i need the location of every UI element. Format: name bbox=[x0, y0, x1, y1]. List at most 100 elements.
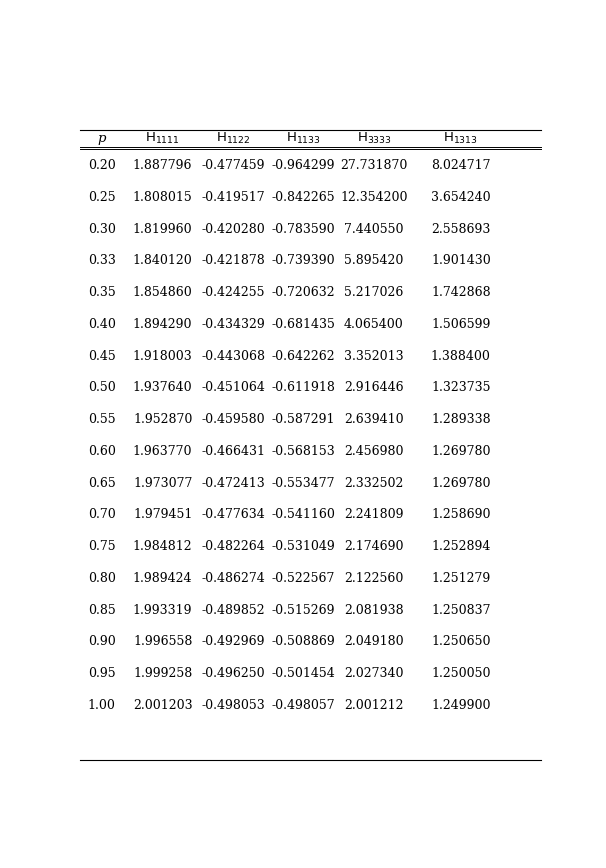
Text: -0.964299: -0.964299 bbox=[271, 159, 335, 172]
Text: -0.477459: -0.477459 bbox=[201, 159, 265, 172]
Text: -0.466431: -0.466431 bbox=[201, 445, 265, 458]
Text: 1.250837: 1.250837 bbox=[431, 603, 491, 616]
Text: -0.419517: -0.419517 bbox=[201, 191, 265, 204]
Text: 1.894290: 1.894290 bbox=[133, 318, 192, 331]
Text: 1.973077: 1.973077 bbox=[133, 477, 192, 490]
Text: 1.742868: 1.742868 bbox=[431, 286, 491, 299]
Text: 1.250650: 1.250650 bbox=[431, 635, 491, 648]
Text: 12.354200: 12.354200 bbox=[340, 191, 408, 204]
Text: -0.496250: -0.496250 bbox=[201, 667, 265, 681]
Text: -0.720632: -0.720632 bbox=[271, 286, 335, 299]
Text: 1.937640: 1.937640 bbox=[133, 381, 193, 394]
Text: 2.081938: 2.081938 bbox=[344, 603, 404, 616]
Text: 1.249900: 1.249900 bbox=[431, 699, 491, 712]
Text: 1.993319: 1.993319 bbox=[133, 603, 192, 616]
Text: 2.241809: 2.241809 bbox=[344, 509, 404, 522]
Text: $\mathrm{H}_{1122}$: $\mathrm{H}_{1122}$ bbox=[216, 131, 250, 147]
Text: 1.819960: 1.819960 bbox=[133, 223, 193, 235]
Text: 0.60: 0.60 bbox=[88, 445, 116, 458]
Text: -0.553477: -0.553477 bbox=[271, 477, 335, 490]
Text: 1.952870: 1.952870 bbox=[133, 413, 192, 426]
Text: -0.508869: -0.508869 bbox=[271, 635, 335, 648]
Text: 0.35: 0.35 bbox=[88, 286, 116, 299]
Text: 7.440550: 7.440550 bbox=[344, 223, 404, 235]
Text: 1.252894: 1.252894 bbox=[431, 540, 490, 553]
Text: -0.482264: -0.482264 bbox=[201, 540, 265, 553]
Text: -0.489852: -0.489852 bbox=[201, 603, 265, 616]
Text: 3.654240: 3.654240 bbox=[431, 191, 491, 204]
Text: 1.00: 1.00 bbox=[88, 699, 116, 712]
Text: 0.20: 0.20 bbox=[88, 159, 116, 172]
Text: -0.420280: -0.420280 bbox=[201, 223, 265, 235]
Text: -0.434329: -0.434329 bbox=[201, 318, 265, 331]
Text: 1.984812: 1.984812 bbox=[133, 540, 193, 553]
Text: 0.70: 0.70 bbox=[88, 509, 116, 522]
Text: 0.25: 0.25 bbox=[88, 191, 115, 204]
Text: -0.421878: -0.421878 bbox=[201, 254, 265, 267]
Text: 5.217026: 5.217026 bbox=[344, 286, 404, 299]
Text: 27.731870: 27.731870 bbox=[341, 159, 408, 172]
Text: -0.739390: -0.739390 bbox=[271, 254, 335, 267]
Text: 0.30: 0.30 bbox=[88, 223, 116, 235]
Text: 2.001203: 2.001203 bbox=[133, 699, 193, 712]
Text: -0.541160: -0.541160 bbox=[271, 509, 336, 522]
Text: 0.45: 0.45 bbox=[88, 350, 116, 363]
Text: 2.027340: 2.027340 bbox=[344, 667, 404, 681]
Text: 0.40: 0.40 bbox=[88, 318, 116, 331]
Text: 1.854860: 1.854860 bbox=[133, 286, 193, 299]
Text: 0.75: 0.75 bbox=[88, 540, 115, 553]
Text: -0.424255: -0.424255 bbox=[201, 286, 265, 299]
Text: -0.498053: -0.498053 bbox=[201, 699, 265, 712]
Text: 2.332502: 2.332502 bbox=[344, 477, 404, 490]
Text: 2.049180: 2.049180 bbox=[344, 635, 404, 648]
Text: 1.918003: 1.918003 bbox=[133, 350, 193, 363]
Text: 1.506599: 1.506599 bbox=[431, 318, 490, 331]
Text: 1.269780: 1.269780 bbox=[431, 445, 491, 458]
Text: 3.352013: 3.352013 bbox=[344, 350, 404, 363]
Text: -0.842265: -0.842265 bbox=[271, 191, 335, 204]
Text: 1.289338: 1.289338 bbox=[431, 413, 491, 426]
Text: $\mathrm{H}_{1133}$: $\mathrm{H}_{1133}$ bbox=[286, 131, 321, 147]
Text: 1.840120: 1.840120 bbox=[133, 254, 193, 267]
Text: -0.783590: -0.783590 bbox=[271, 223, 335, 235]
Text: 1.989424: 1.989424 bbox=[133, 572, 192, 585]
Text: 0.33: 0.33 bbox=[88, 254, 116, 267]
Text: 5.895420: 5.895420 bbox=[344, 254, 404, 267]
Text: 1.323735: 1.323735 bbox=[431, 381, 491, 394]
Text: 0.55: 0.55 bbox=[88, 413, 115, 426]
Text: $\mathrm{H}_{1111}$: $\mathrm{H}_{1111}$ bbox=[145, 131, 180, 147]
Text: 2.639410: 2.639410 bbox=[344, 413, 404, 426]
Text: 1.999258: 1.999258 bbox=[133, 667, 192, 681]
Text: 1.979451: 1.979451 bbox=[133, 509, 192, 522]
Text: 1.996558: 1.996558 bbox=[133, 635, 192, 648]
Text: -0.611918: -0.611918 bbox=[271, 381, 336, 394]
Text: 0.95: 0.95 bbox=[88, 667, 115, 681]
Text: 1.887796: 1.887796 bbox=[133, 159, 192, 172]
Text: -0.568153: -0.568153 bbox=[271, 445, 335, 458]
Text: 1.963770: 1.963770 bbox=[133, 445, 192, 458]
Text: -0.498057: -0.498057 bbox=[271, 699, 335, 712]
Text: -0.472413: -0.472413 bbox=[201, 477, 265, 490]
Text: $\mathrm{H}_{3333}$: $\mathrm{H}_{3333}$ bbox=[356, 131, 391, 147]
Text: 0.80: 0.80 bbox=[88, 572, 116, 585]
Text: 1.901430: 1.901430 bbox=[431, 254, 491, 267]
Text: -0.587291: -0.587291 bbox=[271, 413, 335, 426]
Text: 0.65: 0.65 bbox=[88, 477, 116, 490]
Text: 2.456980: 2.456980 bbox=[344, 445, 404, 458]
Text: -0.642262: -0.642262 bbox=[271, 350, 335, 363]
Text: 0.50: 0.50 bbox=[88, 381, 116, 394]
Text: -0.501454: -0.501454 bbox=[271, 667, 335, 681]
Text: 1.258690: 1.258690 bbox=[431, 509, 491, 522]
Text: -0.681435: -0.681435 bbox=[271, 318, 336, 331]
Text: -0.459580: -0.459580 bbox=[201, 413, 265, 426]
Text: -0.451064: -0.451064 bbox=[201, 381, 265, 394]
Text: 1.251279: 1.251279 bbox=[431, 572, 490, 585]
Text: 1.808015: 1.808015 bbox=[133, 191, 193, 204]
Text: -0.515269: -0.515269 bbox=[271, 603, 335, 616]
Text: $\mathrm{H}_{1313}$: $\mathrm{H}_{1313}$ bbox=[444, 131, 478, 147]
Text: 2.916446: 2.916446 bbox=[344, 381, 404, 394]
Text: 0.85: 0.85 bbox=[88, 603, 116, 616]
Text: 0.90: 0.90 bbox=[88, 635, 116, 648]
Text: 8.024717: 8.024717 bbox=[431, 159, 491, 172]
Text: 2.174690: 2.174690 bbox=[344, 540, 404, 553]
